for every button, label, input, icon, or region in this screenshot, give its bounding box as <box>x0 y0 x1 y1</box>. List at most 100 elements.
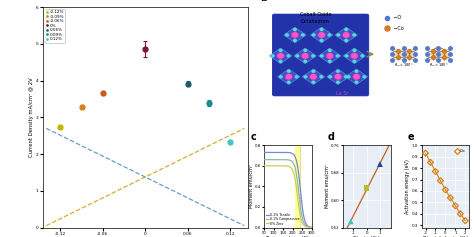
Polygon shape <box>277 69 300 85</box>
Circle shape <box>336 81 340 84</box>
Circle shape <box>319 75 323 78</box>
Circle shape <box>293 39 297 42</box>
Circle shape <box>287 81 291 84</box>
Point <box>442 188 449 192</box>
0.1% Tensile <box>283 151 289 154</box>
Circle shape <box>343 32 350 38</box>
Circle shape <box>303 60 307 63</box>
Point <box>422 151 429 155</box>
Circle shape <box>295 75 299 78</box>
Text: ─ O: ─ O <box>393 15 401 20</box>
Point <box>347 219 355 223</box>
Text: e: e <box>407 132 414 142</box>
0.1% Compressive <box>309 226 315 229</box>
Circle shape <box>287 69 291 73</box>
0% Zero <box>270 164 275 167</box>
Circle shape <box>285 33 289 37</box>
Circle shape <box>310 74 317 80</box>
Polygon shape <box>439 54 449 60</box>
Circle shape <box>301 33 305 37</box>
Circle shape <box>328 33 331 37</box>
Circle shape <box>286 54 291 58</box>
Circle shape <box>311 81 315 84</box>
Point <box>456 212 464 216</box>
Circle shape <box>279 49 283 52</box>
Text: d: d <box>328 132 335 142</box>
Circle shape <box>336 69 340 73</box>
0.1% Tensile <box>309 226 315 229</box>
0.1% Tensile <box>270 151 275 154</box>
Circle shape <box>346 75 351 78</box>
Line: 0.1% Tensile: 0.1% Tensile <box>264 152 312 227</box>
Circle shape <box>277 53 284 59</box>
Y-axis label: Moment emu/cm³: Moment emu/cm³ <box>248 164 253 208</box>
Circle shape <box>301 53 309 59</box>
Point <box>432 170 439 173</box>
Polygon shape <box>393 54 403 60</box>
Text: c: c <box>251 132 256 142</box>
Circle shape <box>293 28 297 31</box>
Circle shape <box>355 81 358 84</box>
Circle shape <box>352 60 356 63</box>
Text: $\theta_{co}<180°$: $\theta_{co}<180°$ <box>429 61 448 69</box>
Circle shape <box>303 75 308 78</box>
0.1% Compressive <box>270 158 275 161</box>
0.1% Tensile <box>297 185 303 188</box>
Circle shape <box>362 75 366 78</box>
0.1% Compressive <box>290 160 295 163</box>
Polygon shape <box>439 49 449 54</box>
Circle shape <box>291 32 299 38</box>
Circle shape <box>295 54 300 58</box>
Text: $\theta_{co}=180°$: $\theta_{co}=180°$ <box>394 61 413 69</box>
Circle shape <box>352 49 356 52</box>
FancyBboxPatch shape <box>273 14 369 96</box>
Point <box>427 160 434 164</box>
Text: Cobalt Oxide: Cobalt Oxide <box>300 12 331 17</box>
Circle shape <box>336 54 340 58</box>
0.1% Tensile <box>293 158 299 161</box>
Polygon shape <box>319 48 341 64</box>
Circle shape <box>320 54 324 58</box>
Legend: 0.1% Tensile, 0.1% Compressive, 0% Zero: 0.1% Tensile, 0.1% Compressive, 0% Zero <box>266 213 300 226</box>
Circle shape <box>303 49 307 52</box>
Circle shape <box>285 74 292 80</box>
Line: 0% Zero: 0% Zero <box>264 166 312 228</box>
Circle shape <box>344 39 348 42</box>
Circle shape <box>353 74 360 80</box>
Polygon shape <box>428 54 438 60</box>
0.1% Compressive <box>273 158 279 161</box>
Circle shape <box>360 54 365 58</box>
Circle shape <box>279 60 283 63</box>
Text: ─ Co: ─ Co <box>393 26 404 31</box>
Circle shape <box>311 54 315 58</box>
Point <box>452 204 459 208</box>
X-axis label: Strain (%): Strain (%) <box>354 236 380 237</box>
Circle shape <box>319 28 324 31</box>
Point <box>447 196 454 200</box>
0% Zero <box>273 164 279 167</box>
0% Zero <box>309 226 315 229</box>
Point <box>437 179 444 182</box>
Text: b: b <box>260 0 267 3</box>
Circle shape <box>345 54 348 58</box>
Circle shape <box>318 32 325 38</box>
Polygon shape <box>428 49 438 54</box>
Y-axis label: Moment emu/cm³: Moment emu/cm³ <box>324 164 329 208</box>
Text: Octahedron: Octahedron <box>301 19 330 24</box>
X-axis label: Temperature (K): Temperature (K) <box>266 236 310 237</box>
Circle shape <box>344 28 348 31</box>
Polygon shape <box>404 49 414 54</box>
Circle shape <box>328 75 332 78</box>
Text: La Sr: La Sr <box>336 91 348 96</box>
0.1% Compressive <box>293 170 299 173</box>
0% Zero <box>290 168 295 171</box>
Line: 0.1% Compressive: 0.1% Compressive <box>264 160 312 228</box>
0% Zero <box>283 164 289 167</box>
Polygon shape <box>269 48 292 64</box>
Circle shape <box>352 33 356 37</box>
X-axis label: Biaxial strain (%): Biaxial strain (%) <box>423 236 468 237</box>
Polygon shape <box>393 49 403 54</box>
Point <box>363 186 371 190</box>
0% Zero <box>261 164 267 167</box>
0.1% Tensile <box>261 151 267 154</box>
